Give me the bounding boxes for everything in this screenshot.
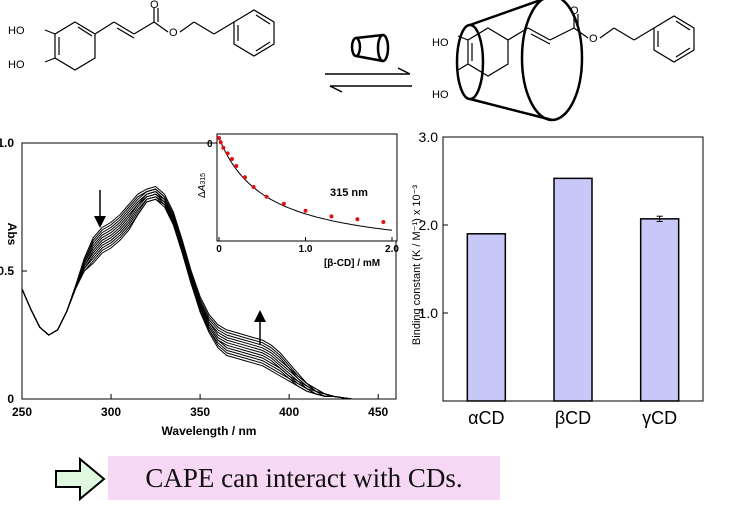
svg-text:ΔA315: ΔA315 <box>197 173 208 198</box>
inset-data-point <box>242 175 247 180</box>
ester-o-label: O <box>169 27 178 39</box>
inset-data-point <box>221 145 226 150</box>
bar-marks: αCD βCD γCD 1.0 2.0 3.0 <box>419 129 680 428</box>
x-tick-label: 350 <box>190 405 210 419</box>
binding-constant-chart: αCD βCD γCD 1.0 2.0 3.0 Binding constant (K /… <box>411 129 704 428</box>
inset-data-point <box>264 194 269 199</box>
carbonyl-o-label: O <box>150 0 159 11</box>
category-label: γCD <box>642 408 677 428</box>
conclusion-banner: CAPE can interact with CDs. <box>108 456 500 500</box>
bar-y-tick-label: 1.0 <box>419 305 439 321</box>
cape-molecule-left <box>44 8 275 71</box>
bar-y-tick-label: 2.0 <box>419 217 439 233</box>
inset-chart: 0 1.0 2.0 0 ΔA315 315 nm [β-CD] / mM <box>197 133 399 269</box>
y-tick-label: 0.5 <box>0 264 14 278</box>
complex-ester-o: O <box>589 33 598 45</box>
inset-data-point <box>225 151 230 156</box>
right-arrow-icon <box>55 456 106 502</box>
x-tick-label: 400 <box>279 405 299 419</box>
inset-wavelength-annotation: 315 nm <box>330 187 368 199</box>
complex-carbonyl-o: O <box>570 5 579 17</box>
inset-x-axis-label: [β-CD] / mM <box>324 258 380 269</box>
cape-cd-complex <box>455 0 695 122</box>
spectra-y-ticks: 0 0.5 1.0 <box>0 136 27 406</box>
inset-frame <box>216 133 398 242</box>
category-label: βCD <box>555 408 591 428</box>
inset-data-point <box>218 140 223 145</box>
bar-βCD <box>553 177 593 402</box>
inset-data-point <box>329 214 334 219</box>
bar-y-axis-label: Binding constant (K / M⁻¹) x 10⁻³ <box>411 185 423 346</box>
ho-label-bottom: HO <box>8 59 25 71</box>
inset-data-point <box>234 164 239 168</box>
inset-data-point <box>251 185 256 189</box>
inset-data-point <box>217 136 221 140</box>
inset-data-point <box>229 157 234 161</box>
x-tick-label: 300 <box>101 405 121 419</box>
inset-data-point <box>381 220 386 224</box>
inset-x-tick-label: 2.0 <box>385 244 399 255</box>
spectra-chart: 250 300 350 400 450 00.51.0 Wavelength / nm … <box>0 136 397 438</box>
bar-y-tick-label: 3.0 <box>419 129 439 145</box>
inset-data-point <box>281 201 286 206</box>
bar-αCD <box>466 233 507 402</box>
inset-x-tick-label: 0 <box>216 244 222 255</box>
spectra-x-ticks: 250 300 350 400 450 <box>12 394 389 419</box>
inset-marks: 0 1.0 2.0 <box>216 136 399 255</box>
inset-fit-curve <box>218 137 393 231</box>
ho-label-top: HO <box>8 25 25 37</box>
x-tick-label: 450 <box>368 405 388 419</box>
spectra-lines <box>21 185 396 400</box>
complex-ho-top: HO <box>432 37 449 49</box>
equilibrium-arrows <box>325 67 412 93</box>
inset-y-axis-label: ΔA315 <box>197 173 208 198</box>
x-tick-label: 250 <box>12 405 32 419</box>
complex-ho-bottom: HO <box>432 89 449 101</box>
inset-data-point <box>303 208 308 213</box>
inset-y-top-tick: 0 <box>207 139 213 150</box>
inset-x-tick-label: 1.0 <box>299 244 313 255</box>
inset-data-point <box>355 217 360 222</box>
y-tick-label: 1.0 <box>0 136 14 150</box>
y-tick-label: 0 <box>7 392 14 406</box>
category-label: αCD <box>468 408 504 428</box>
spectra-x-axis-label: Wavelength / nm <box>162 424 257 438</box>
spectrum-line-11 <box>21 198 396 400</box>
cyclodextrin-icon <box>350 33 390 63</box>
bar-γCD <box>639 218 680 402</box>
spectra-y-axis-label: Abs <box>5 223 19 246</box>
